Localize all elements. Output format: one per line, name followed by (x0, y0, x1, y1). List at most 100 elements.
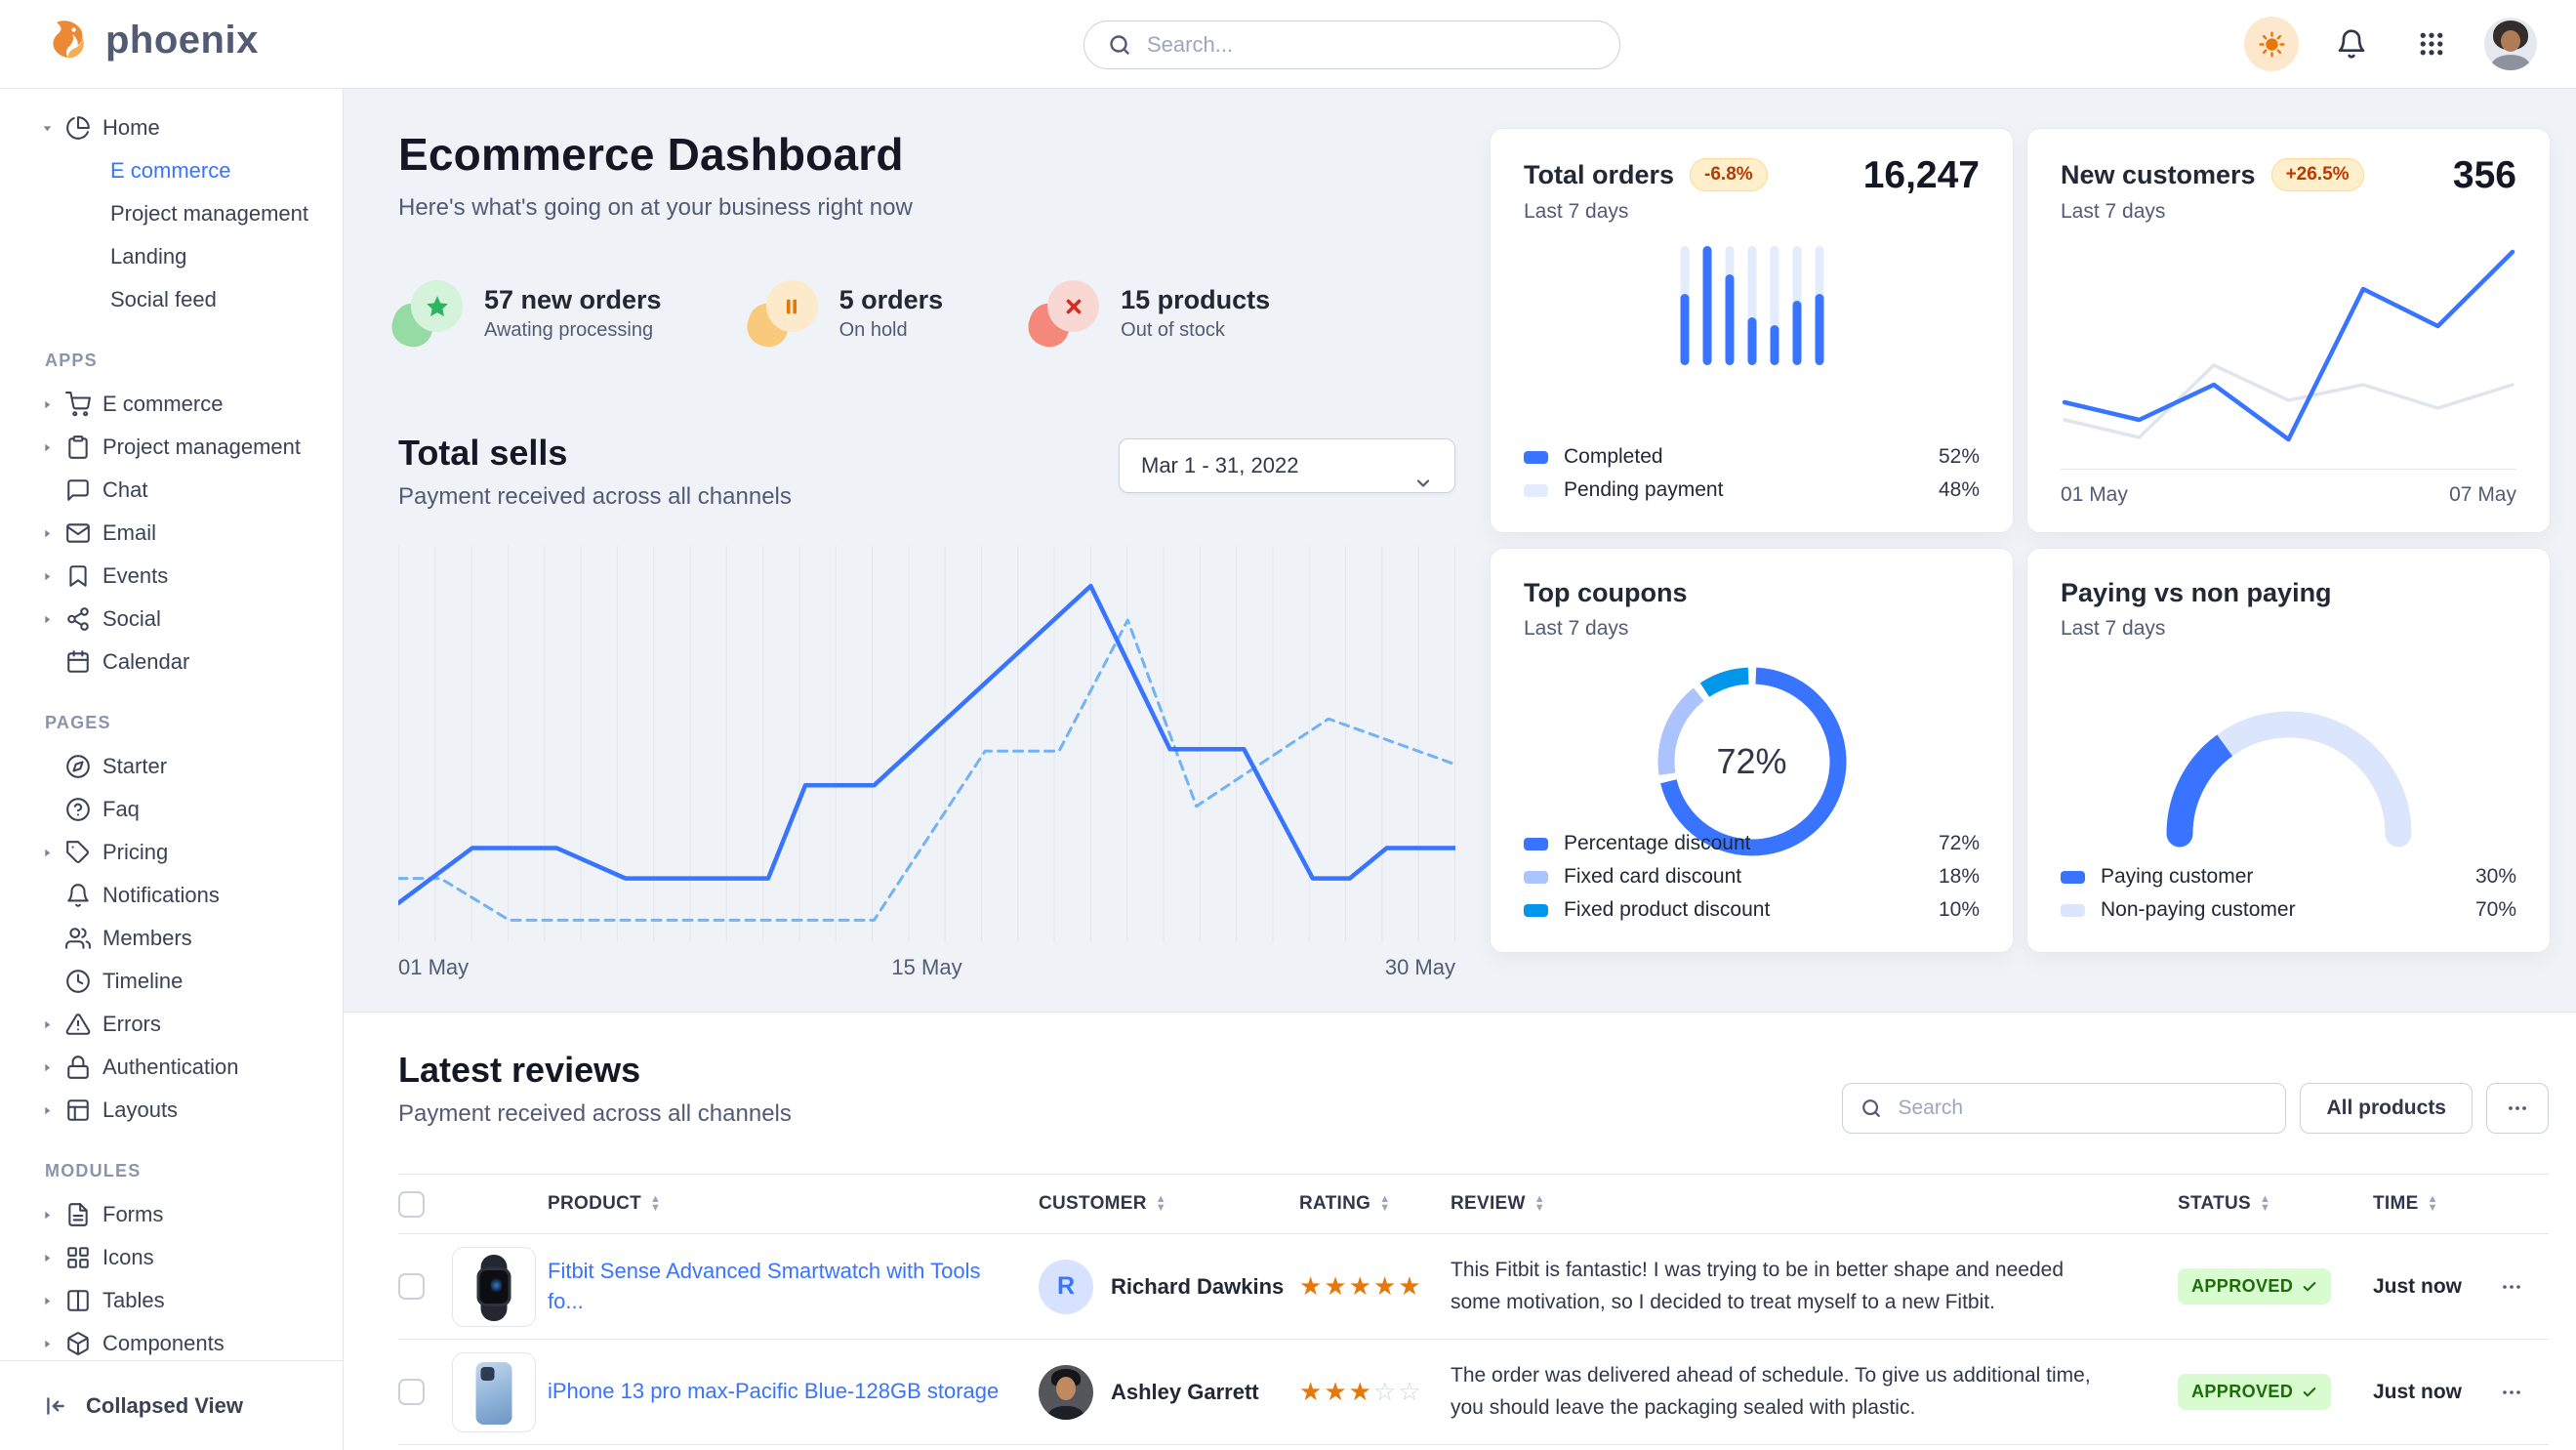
page-header: Ecommerce Dashboard Here's what's going … (398, 128, 913, 222)
axis-tick: 01 May (2061, 483, 2128, 506)
sidebar-item-label: Layouts (102, 1098, 179, 1122)
sidebar-item-email[interactable]: Email (0, 512, 343, 555)
customer-name: Ashley Garrett (1111, 1379, 1259, 1404)
total-sells-chart (398, 546, 1455, 941)
sidebar-item-tables[interactable]: Tables (0, 1279, 343, 1322)
sidebar-item-calendar[interactable]: Calendar (0, 641, 343, 684)
sort-icon: ▲ ▼ (650, 1193, 662, 1214)
column-header-product[interactable]: PRODUCT ▲ ▼ (548, 1193, 662, 1214)
caret-down-icon (41, 122, 59, 135)
axis-tick: 07 May (2449, 483, 2516, 506)
sidebar-item-errors[interactable]: Errors (0, 1003, 343, 1046)
stat-value: 57 new orders (484, 285, 662, 314)
row-checkbox[interactable] (398, 1273, 425, 1300)
sidebar-item-authentication[interactable]: Authentication (0, 1046, 343, 1089)
apps-grid-icon (2417, 29, 2446, 59)
reviews-more-button[interactable] (2486, 1083, 2549, 1134)
bell-icon (2336, 28, 2367, 60)
page-subtitle: Here's what's going on at your business … (398, 194, 913, 221)
sidebar-subitem-project-management[interactable]: Project management (110, 201, 308, 226)
legend-swatch (2061, 870, 2085, 884)
lock-icon (65, 1055, 92, 1080)
kpi-cards: Total orders -6.8% Last 7 days 16,247 Co… (1490, 128, 2551, 953)
sidebar-item-components[interactable]: Components (0, 1322, 343, 1360)
star-icon: ☆ (1372, 1377, 1399, 1406)
legend-label: Fixed product discount (1564, 898, 1771, 921)
star-icon: ★ (1299, 1271, 1325, 1301)
card-value: 16,247 (1862, 154, 1980, 196)
brand-logo[interactable]: phoenix (47, 18, 259, 62)
column-header-status[interactable]: STATUS ▲ ▼ (2178, 1193, 2271, 1214)
sidebar-item-label: Notifications (102, 883, 220, 907)
legend-row: Fixed product discount 10% (1524, 893, 1980, 927)
stat-text: 5 orders On hold (839, 285, 944, 342)
bookmark-icon (65, 563, 92, 589)
box-icon (65, 1331, 92, 1356)
reviews-table-body: Fitbit Sense Advanced Smartwatch with To… (398, 1234, 2549, 1450)
legend-label: Pending payment (1564, 478, 1724, 501)
coupons-legend: Percentage discount 72% Fixed card discoun… (1524, 827, 1980, 927)
caret-right-icon (41, 441, 59, 454)
layout-icon (65, 1098, 92, 1123)
table-row: Fitbit Sense Advanced Smartwatch with To… (398, 1234, 2549, 1340)
sidebar-item-home[interactable]: Home (0, 106, 343, 149)
column-header-time[interactable]: TIME ▲ ▼ (2373, 1193, 2438, 1214)
sidebar-item-project-management[interactable]: Project management (0, 426, 343, 469)
stat-value: 5 orders (838, 285, 944, 314)
sidebar-item-forms[interactable]: Forms (0, 1193, 343, 1236)
sidebar-item-events[interactable]: Events (0, 555, 343, 598)
date-range-select[interactable]: Mar 1 - 31, 2022 (1119, 438, 1455, 493)
sidebar-item-chat[interactable]: Chat (0, 469, 343, 512)
sidebar-collapse-button[interactable]: Collapsed View (0, 1360, 343, 1450)
sidebar-subitem-landing[interactable]: Landing (110, 244, 187, 269)
bar-track (1680, 246, 1689, 365)
product-link[interactable]: iPhone 13 pro max-Pacific Blue-128GB sto… (548, 1379, 1000, 1404)
sidebar-subitem-social-feed[interactable]: Social feed (110, 287, 217, 311)
status-label: APPROVED (2191, 1276, 2294, 1296)
sidebar-item-timeline[interactable]: Timeline (0, 960, 343, 1003)
sidebar-item-faq[interactable]: Faq (0, 788, 343, 831)
column-header-customer[interactable]: CUSTOMER ▲ ▼ (1039, 1193, 1166, 1214)
app-launcher-button[interactable] (2404, 17, 2459, 71)
stat-caption: Out of stock (1121, 319, 1225, 341)
status-badge: APPROVED (2178, 1374, 2332, 1410)
sidebar-item-social[interactable]: Social (0, 598, 343, 641)
select-all-checkbox[interactable] (398, 1190, 425, 1218)
trend-badge: -6.8% (1690, 158, 1768, 191)
all-products-button[interactable]: All products (2300, 1083, 2473, 1134)
product-link[interactable]: Fitbit Sense Advanced Smartwatch with To… (548, 1258, 981, 1313)
row-checkbox[interactable] (398, 1379, 425, 1405)
notifications-button[interactable] (2324, 17, 2379, 71)
sidebar-item-pricing[interactable]: Pricing (0, 831, 343, 874)
legend-row: Fixed card discount 18% (1524, 860, 1980, 893)
sidebar-item-e-commerce[interactable]: E commerce (0, 383, 343, 426)
collapse-left-icon (43, 1393, 68, 1419)
column-header-rating[interactable]: RATING ▲ ▼ (1299, 1193, 1391, 1214)
row-actions-button[interactable] (2500, 1275, 2549, 1299)
sidebar-subitem-e-commerce[interactable]: E commerce (110, 158, 231, 183)
user-avatar[interactable] (2484, 18, 2537, 70)
sidebar-item-label: Chat (102, 477, 148, 502)
bar-track (1792, 246, 1801, 365)
stat-caption: Awating processing (484, 319, 654, 341)
star-icon: ☆ (1398, 1377, 1423, 1406)
row-actions-button[interactable] (2500, 1381, 2549, 1404)
column-header-review[interactable]: REVIEW ▲ ▼ (1451, 1193, 1545, 1214)
caret-right-icon (41, 1209, 59, 1222)
reviews-search-input[interactable] (1896, 1096, 2269, 1121)
global-search-input[interactable] (1145, 31, 1596, 59)
legend-label: Fixed card discount (1564, 865, 1742, 888)
ellipsis-icon (2503, 1284, 2520, 1289)
sidebar-item-icons[interactable]: Icons (0, 1236, 343, 1279)
sidebar-item-notifications[interactable]: Notifications (0, 874, 343, 917)
sidebar-item-layouts[interactable]: Layouts (0, 1089, 343, 1132)
review-text: This Fitbit is fantastic! I was trying t… (1451, 1258, 2065, 1313)
reviews-subtitle: Payment received across all channels (398, 1100, 792, 1127)
rating-stars: ★★★★★ (1299, 1271, 1451, 1302)
legend-swatch (1524, 837, 1548, 850)
sidebar-item-starter[interactable]: Starter (0, 745, 343, 788)
sidebar-item-members[interactable]: Members (0, 917, 343, 960)
total-sells-svg (398, 546, 1455, 941)
legend-swatch (1524, 483, 1548, 497)
theme-toggle-button[interactable] (2244, 17, 2299, 71)
